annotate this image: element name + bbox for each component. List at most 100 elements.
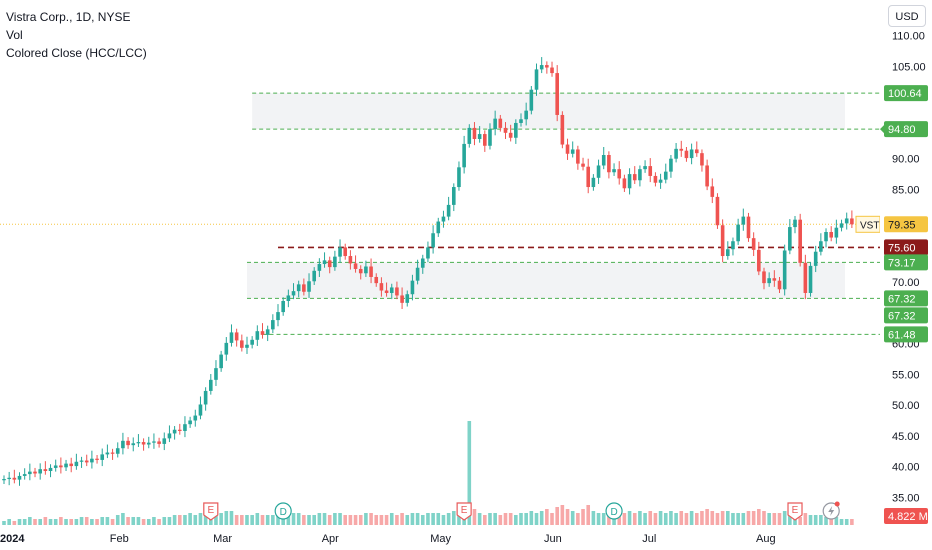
candle-body bbox=[374, 276, 379, 284]
volume-bar bbox=[596, 513, 601, 525]
level-price-tag-bg bbox=[884, 307, 928, 324]
volume-bar bbox=[229, 511, 234, 525]
candle-body bbox=[188, 420, 192, 425]
volume-bar bbox=[503, 513, 508, 525]
zone-band bbox=[246, 262, 846, 299]
level-price-tag-arrow bbox=[880, 124, 885, 135]
dividend-marker-label: D bbox=[610, 507, 617, 518]
volume-bar bbox=[643, 513, 647, 525]
candle-body bbox=[498, 118, 503, 128]
volume-bar bbox=[100, 517, 105, 525]
candle-body bbox=[839, 223, 844, 228]
volume-bar bbox=[498, 515, 503, 525]
volume-bar bbox=[850, 519, 854, 525]
candle-body bbox=[451, 187, 456, 205]
price-chart[interactable]: VST E D E D E bbox=[0, 0, 880, 525]
price-tick: 70.00 bbox=[892, 277, 920, 289]
volume-bar bbox=[731, 513, 735, 525]
volume-bar bbox=[777, 513, 782, 525]
volume-bar bbox=[172, 515, 177, 525]
candle-body bbox=[457, 167, 461, 188]
price-axis[interactable]: 35.0040.0045.0050.0055.0060.0065.0070.00… bbox=[880, 0, 932, 550]
volume-bar bbox=[824, 517, 828, 525]
volume-bar bbox=[379, 515, 384, 525]
symbol-title[interactable]: Vistra Corp., 1D, NYSE bbox=[6, 10, 131, 24]
earnings-marker-label: E bbox=[792, 505, 799, 516]
volume-bar bbox=[451, 511, 456, 525]
volume-bar bbox=[296, 513, 301, 525]
symbol-tag-text: VST bbox=[860, 220, 879, 231]
volume-bar bbox=[493, 513, 497, 525]
candle-body bbox=[684, 150, 689, 159]
candle-body bbox=[183, 424, 187, 431]
volume-bar bbox=[219, 513, 223, 525]
earnings-marker bbox=[787, 502, 803, 521]
candle-body bbox=[240, 340, 244, 348]
volume-bar bbox=[131, 517, 136, 525]
candle-body bbox=[539, 65, 544, 70]
candle-body bbox=[627, 174, 632, 189]
time-tick: Feb bbox=[110, 533, 129, 545]
volume-bar bbox=[488, 513, 492, 525]
candle-body bbox=[462, 143, 466, 168]
candle-body bbox=[705, 165, 709, 187]
time-axis[interactable]: 2024 Feb Mar Apr May Jun Jul Aug bbox=[0, 525, 880, 550]
volume-bar bbox=[746, 511, 751, 525]
candle-body bbox=[813, 251, 818, 266]
volume-bar bbox=[441, 515, 446, 525]
candle-body bbox=[136, 442, 141, 444]
volume-bar bbox=[384, 515, 389, 525]
candle-body bbox=[271, 320, 275, 330]
level-price-tag-bg bbox=[884, 290, 928, 307]
candle-body bbox=[48, 467, 53, 472]
candle-body bbox=[441, 216, 446, 222]
level-price-tag: 100.64 bbox=[884, 85, 928, 102]
volume-bar bbox=[550, 513, 554, 525]
level-lines: VST bbox=[0, 92, 880, 335]
volume-bar bbox=[307, 515, 311, 525]
candle-body bbox=[850, 218, 854, 225]
candle-body bbox=[395, 287, 399, 296]
currency-selector-button[interactable]: USD bbox=[888, 5, 926, 27]
level-price-tag-bg bbox=[884, 121, 928, 138]
volume-bar bbox=[720, 511, 725, 525]
candle-body bbox=[819, 241, 823, 252]
price-tick: 45.00 bbox=[892, 431, 920, 443]
colored-close-indicator-title[interactable]: Colored Close (HCC/LCC) bbox=[6, 46, 147, 60]
volume-bar bbox=[7, 519, 11, 525]
time-tick: Apr bbox=[322, 533, 339, 545]
volume-bar bbox=[177, 515, 182, 525]
candle-body bbox=[426, 247, 430, 259]
candle-body bbox=[193, 415, 198, 421]
candle-body bbox=[126, 440, 130, 446]
volume-indicator-title[interactable]: Vol bbox=[6, 28, 23, 42]
candle-body bbox=[798, 219, 802, 263]
candle-body bbox=[757, 249, 761, 272]
volume-bar bbox=[813, 515, 818, 525]
candle-body bbox=[177, 429, 182, 431]
volume-bar bbox=[819, 515, 823, 525]
level-price-tag-bg bbox=[884, 326, 928, 343]
candle-body bbox=[203, 390, 208, 405]
volume-bar bbox=[700, 511, 704, 525]
candle-body bbox=[415, 267, 420, 281]
candle-body bbox=[555, 73, 559, 115]
price-tick: 85.00 bbox=[892, 185, 920, 197]
volume-bar bbox=[90, 519, 94, 525]
volume-bar bbox=[43, 517, 48, 525]
candle-body bbox=[782, 250, 787, 290]
volume-bar bbox=[343, 515, 348, 525]
volume-bar bbox=[84, 517, 89, 525]
volume-bar bbox=[203, 511, 208, 525]
volume-bar bbox=[79, 517, 84, 525]
volume-bar bbox=[64, 519, 68, 525]
dividend-marker-label: D bbox=[280, 507, 287, 518]
volume-bar bbox=[772, 513, 777, 525]
volume-bar bbox=[539, 511, 544, 525]
candle-body bbox=[524, 110, 528, 120]
volume-bar bbox=[617, 511, 622, 525]
candle-body bbox=[198, 404, 203, 416]
volume-bar bbox=[788, 511, 792, 525]
candle-body bbox=[110, 452, 115, 454]
volume-bar bbox=[798, 517, 802, 525]
